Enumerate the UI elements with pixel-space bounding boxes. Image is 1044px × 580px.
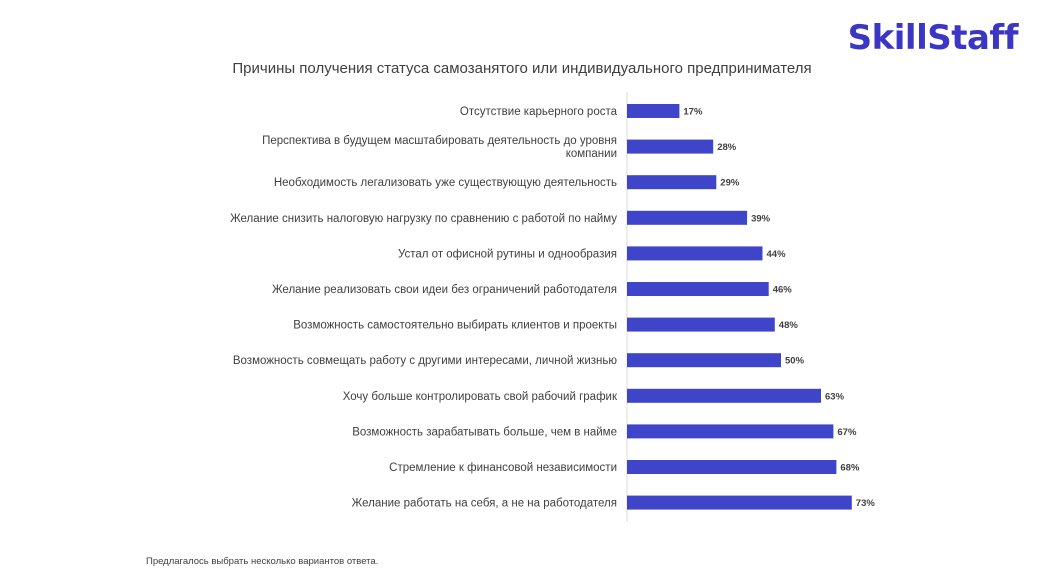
- category-label-line: Желание реализовать свои идеи без ограни…: [272, 284, 617, 296]
- data-label: 44%: [767, 249, 787, 260]
- category-label: Необходимость легализовать уже существую…: [274, 177, 617, 189]
- bar: [627, 282, 769, 296]
- category-label: Желание снизить налоговую нагрузку по ср…: [230, 213, 617, 225]
- skillstaff-logo: SkillStaff: [847, 18, 1019, 58]
- data-label: 28%: [717, 142, 737, 153]
- category-label: Хочу больше контролировать свой рабочий …: [343, 391, 618, 403]
- bar: [627, 495, 852, 510]
- category-label: Желание работать на себя, а не на работо…: [352, 498, 617, 510]
- bar: [627, 353, 781, 368]
- category-label-line: Желание снизить налоговую нагрузку по ср…: [230, 213, 617, 225]
- bar: [627, 210, 748, 225]
- category-label: Возможность самостоятельно выбирать клие…: [293, 320, 617, 332]
- bar: [627, 460, 837, 474]
- category-label-line: Хочу больше контролировать свой рабочий …: [343, 391, 618, 403]
- category-label-line: Отсутствие карьерного роста: [460, 106, 618, 118]
- category-label: Возможность совмещать работу с другими и…: [233, 355, 618, 367]
- data-label: 46%: [773, 285, 793, 296]
- category-label-line: Возможность зарабатывать больше, чем в н…: [352, 426, 617, 438]
- category-label-line: Необходимость легализовать уже существую…: [274, 177, 617, 189]
- category-label-line: Устал от офисной рутины и однообразия: [398, 248, 617, 260]
- category-label: Желание реализовать свои идеи без ограни…: [272, 284, 617, 296]
- data-label: 50%: [785, 356, 805, 367]
- category-label-line: Возможность совмещать работу с другими и…: [233, 355, 618, 367]
- data-label: 73%: [856, 498, 876, 509]
- bar: [627, 388, 821, 403]
- category-label: Стремление к финансовой независимости: [389, 462, 617, 474]
- category-label-line: Перспектива в будущем масштабировать дея…: [262, 135, 617, 147]
- bar: [627, 139, 714, 154]
- chart-title: Причины получения статуса самозанятого и…: [232, 60, 812, 77]
- bar: [627, 424, 834, 439]
- data-label: 29%: [720, 178, 740, 189]
- bar: [627, 317, 775, 332]
- footnote: Предлагалось выбрать несколько вариантов…: [146, 556, 379, 567]
- data-label: 48%: [779, 320, 799, 331]
- data-label: 63%: [825, 391, 845, 402]
- category-label-line: Желание работать на себя, а не на работо…: [352, 498, 617, 510]
- data-label: 67%: [837, 427, 857, 438]
- category-label: Отсутствие карьерного роста: [460, 106, 618, 118]
- data-label: 39%: [751, 213, 771, 224]
- data-label: 68%: [840, 463, 860, 474]
- category-label: Возможность зарабатывать больше, чем в н…: [352, 426, 617, 438]
- category-label-line: компании: [566, 148, 617, 160]
- category-label-line: Возможность самостоятельно выбирать клие…: [293, 320, 617, 332]
- category-label-line: Стремление к финансовой независимости: [389, 462, 617, 474]
- bar: [627, 175, 717, 190]
- data-label: 17%: [683, 107, 703, 118]
- category-label: Устал от офисной рутины и однообразия: [398, 248, 617, 260]
- bar: [627, 104, 680, 118]
- bar: [627, 246, 763, 261]
- category-label: Перспектива в будущем масштабировать дея…: [262, 135, 617, 160]
